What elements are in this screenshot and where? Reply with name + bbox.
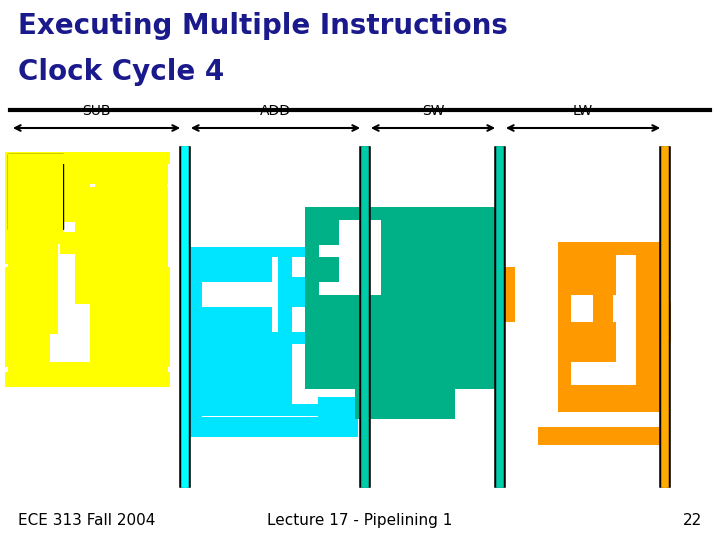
Bar xyxy=(188,417,358,437)
Bar xyxy=(571,255,616,295)
Bar xyxy=(305,369,500,389)
Bar xyxy=(319,220,381,295)
Bar xyxy=(475,327,505,357)
Bar xyxy=(305,319,500,369)
Bar xyxy=(8,362,168,374)
Bar xyxy=(278,344,292,404)
Bar xyxy=(8,154,20,234)
Bar xyxy=(188,257,202,432)
Bar xyxy=(5,152,170,164)
Bar xyxy=(292,277,352,307)
Text: 22: 22 xyxy=(683,513,702,528)
Bar xyxy=(318,397,358,417)
Bar xyxy=(202,247,272,282)
Bar xyxy=(558,242,663,412)
Bar xyxy=(90,267,170,367)
Text: ECE 313 Fall 2004: ECE 313 Fall 2004 xyxy=(18,513,156,528)
Bar xyxy=(395,207,495,307)
Bar xyxy=(355,369,455,419)
Bar xyxy=(651,302,671,342)
Text: Executing Multiple Instructions: Executing Multiple Instructions xyxy=(18,12,508,40)
Bar xyxy=(188,404,358,416)
Bar xyxy=(5,267,50,347)
Bar xyxy=(8,234,168,244)
Bar xyxy=(155,164,167,222)
Bar xyxy=(60,164,165,176)
Bar xyxy=(95,172,165,227)
Bar xyxy=(5,152,60,232)
Bar xyxy=(202,344,282,404)
Bar xyxy=(500,267,515,322)
Bar xyxy=(538,427,663,445)
Bar xyxy=(8,164,63,236)
Bar xyxy=(8,154,63,229)
Bar xyxy=(5,372,170,387)
Bar xyxy=(571,322,616,362)
Bar xyxy=(395,207,495,257)
Text: SUB: SUB xyxy=(82,104,110,118)
Text: Clock Cycle 4: Clock Cycle 4 xyxy=(18,58,224,86)
Bar xyxy=(571,255,636,385)
Bar xyxy=(278,247,292,332)
Bar xyxy=(202,307,272,332)
Bar xyxy=(188,332,358,344)
Bar xyxy=(188,247,358,257)
Bar xyxy=(75,187,168,237)
Bar xyxy=(8,334,20,364)
Bar xyxy=(305,307,500,319)
Text: ADD: ADD xyxy=(259,104,290,118)
Text: SW: SW xyxy=(422,104,444,118)
Text: Lecture 17 - Pipelining 1: Lecture 17 - Pipelining 1 xyxy=(267,513,453,528)
Bar xyxy=(305,207,319,307)
Bar xyxy=(319,220,339,245)
Bar xyxy=(593,255,613,362)
Bar xyxy=(60,232,165,254)
Bar xyxy=(75,244,168,304)
Bar xyxy=(75,164,168,184)
Bar xyxy=(8,154,63,229)
Bar xyxy=(95,227,165,252)
Bar xyxy=(5,164,17,264)
Bar xyxy=(60,164,90,222)
Text: LW: LW xyxy=(573,104,593,118)
Bar xyxy=(319,257,339,282)
Bar xyxy=(8,244,58,334)
Bar xyxy=(305,207,395,307)
Bar xyxy=(480,272,505,312)
Bar xyxy=(5,347,50,367)
Bar xyxy=(188,344,202,434)
Bar xyxy=(155,164,168,184)
Bar xyxy=(202,282,272,307)
Bar xyxy=(8,154,168,164)
